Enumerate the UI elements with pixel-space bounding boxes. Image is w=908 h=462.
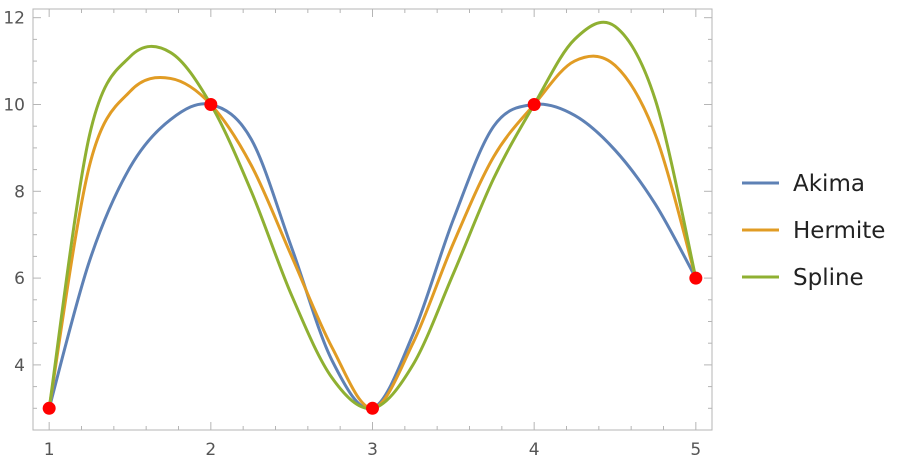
x-tick-label: 3 (367, 440, 378, 460)
legend: Akima Hermite Spline (742, 171, 885, 291)
axis-ticks (33, 9, 712, 430)
data-point (42, 401, 56, 415)
plot-frame (32, 8, 713, 431)
legend-label-hermite: Hermite (793, 218, 885, 244)
legend-label-spline: Spline (793, 265, 864, 291)
y-tick-label: 8 (14, 182, 25, 202)
y-tick-label: 4 (14, 356, 25, 376)
x-tick-label: 4 (529, 440, 540, 460)
x-tick-label: 2 (205, 440, 216, 460)
series-lines (47, 20, 698, 411)
data-point (527, 97, 541, 111)
data-point (366, 401, 379, 415)
data-points (42, 97, 703, 415)
y-tick-label: 10 (3, 95, 25, 115)
x-tick-label: 5 (690, 440, 701, 460)
y-tick-label: 6 (14, 269, 25, 289)
x-tick-label: 1 (44, 440, 55, 460)
series-line-akima (47, 102, 698, 411)
series-line-hermite (47, 54, 698, 410)
data-point (204, 97, 218, 111)
y-tick-label: 12 (3, 9, 25, 29)
legend-label-akima: Akima (793, 171, 865, 197)
data-point (689, 271, 703, 285)
